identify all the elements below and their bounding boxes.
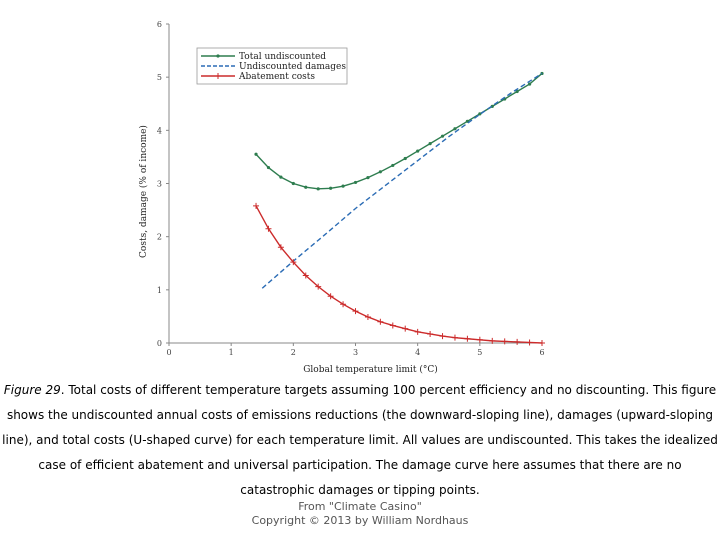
data-point — [439, 333, 446, 340]
credit-copyright: Copyright © 2013 by William Nordhaus — [251, 514, 469, 527]
data-point — [277, 244, 284, 251]
figure-label: Figure 29 — [3, 383, 61, 397]
data-point — [353, 180, 358, 185]
data-point — [464, 335, 471, 342]
credit: From "Climate Casino" Copyright © 2013 b… — [0, 500, 720, 528]
data-point — [478, 112, 482, 116]
x-tick-label: 6 — [539, 348, 544, 357]
x-tick-label: 2 — [291, 348, 296, 357]
series-line — [255, 205, 543, 344]
data-point — [340, 301, 347, 308]
legend-label: Undiscounted damages — [239, 62, 346, 72]
data-point — [476, 336, 483, 343]
y-tick-label: 1 — [157, 286, 162, 295]
x-tick-label: 0 — [166, 348, 171, 357]
data-point — [253, 202, 260, 209]
data-point — [402, 325, 409, 332]
data-point — [489, 337, 496, 344]
data-point — [327, 293, 334, 300]
data-point — [527, 82, 532, 86]
data-point — [341, 184, 345, 188]
x-tick-label: 1 — [229, 348, 234, 357]
figure-caption: Figure 29. Total costs of different temp… — [0, 378, 720, 503]
data-point — [440, 134, 445, 138]
y-tick-label: 0 — [157, 339, 162, 348]
data-point — [515, 89, 519, 94]
data-point — [414, 328, 421, 335]
data-point — [254, 152, 258, 156]
y-tick-label: 5 — [157, 73, 162, 82]
legend-marker — [215, 73, 221, 79]
data-point — [539, 340, 545, 346]
y-tick-label: 4 — [157, 126, 162, 135]
data-point — [389, 322, 396, 329]
y-tick-label: 2 — [157, 233, 162, 242]
series-line — [261, 72, 543, 289]
data-point — [403, 156, 407, 161]
y-axis-label: Costs, damage (% of income) — [138, 125, 149, 258]
legend-label: Abatement costs — [238, 72, 315, 82]
data-point — [266, 165, 271, 170]
data-point — [366, 176, 370, 180]
caption-text: . Total costs of different temperature t… — [2, 383, 718, 497]
data-point — [416, 149, 420, 153]
data-point — [526, 339, 533, 346]
legend-marker — [216, 54, 220, 58]
credit-source: From "Climate Casino" — [298, 500, 422, 513]
y-tick-label: 3 — [157, 180, 162, 189]
data-point — [427, 330, 434, 337]
data-point — [378, 170, 382, 174]
data-point — [364, 313, 371, 320]
x-tick-label: 4 — [415, 348, 420, 357]
data-point — [265, 225, 272, 232]
x-tick-label: 5 — [477, 348, 482, 357]
data-point — [377, 318, 384, 325]
legend-label: Total undiscounted — [239, 52, 326, 62]
data-point — [329, 186, 333, 190]
line-chart: 0 1 2 3 4 5 6 0 1 2 3 4 5 6 Total undiscountedUndisco… — [138, 20, 545, 375]
data-point — [501, 338, 508, 345]
data-point — [391, 163, 395, 168]
data-point — [453, 127, 457, 131]
data-point — [514, 338, 521, 345]
series-layer — [253, 71, 545, 346]
data-point — [352, 308, 359, 315]
data-point — [279, 175, 283, 179]
data-point — [291, 181, 295, 186]
y-tick-label: 6 — [157, 20, 162, 29]
data-point — [302, 272, 309, 279]
data-point — [304, 185, 308, 189]
data-point — [451, 334, 458, 341]
data-point — [316, 187, 320, 191]
data-point — [428, 142, 432, 146]
data-point — [290, 259, 297, 266]
data-point — [315, 283, 322, 290]
series-line — [255, 72, 543, 190]
axes: 0 1 2 3 4 5 6 0 1 2 3 4 5 6 — [157, 20, 545, 357]
x-axis-label: Global temperature limit (°C) — [303, 364, 438, 375]
x-tick-label: 3 — [353, 348, 358, 357]
